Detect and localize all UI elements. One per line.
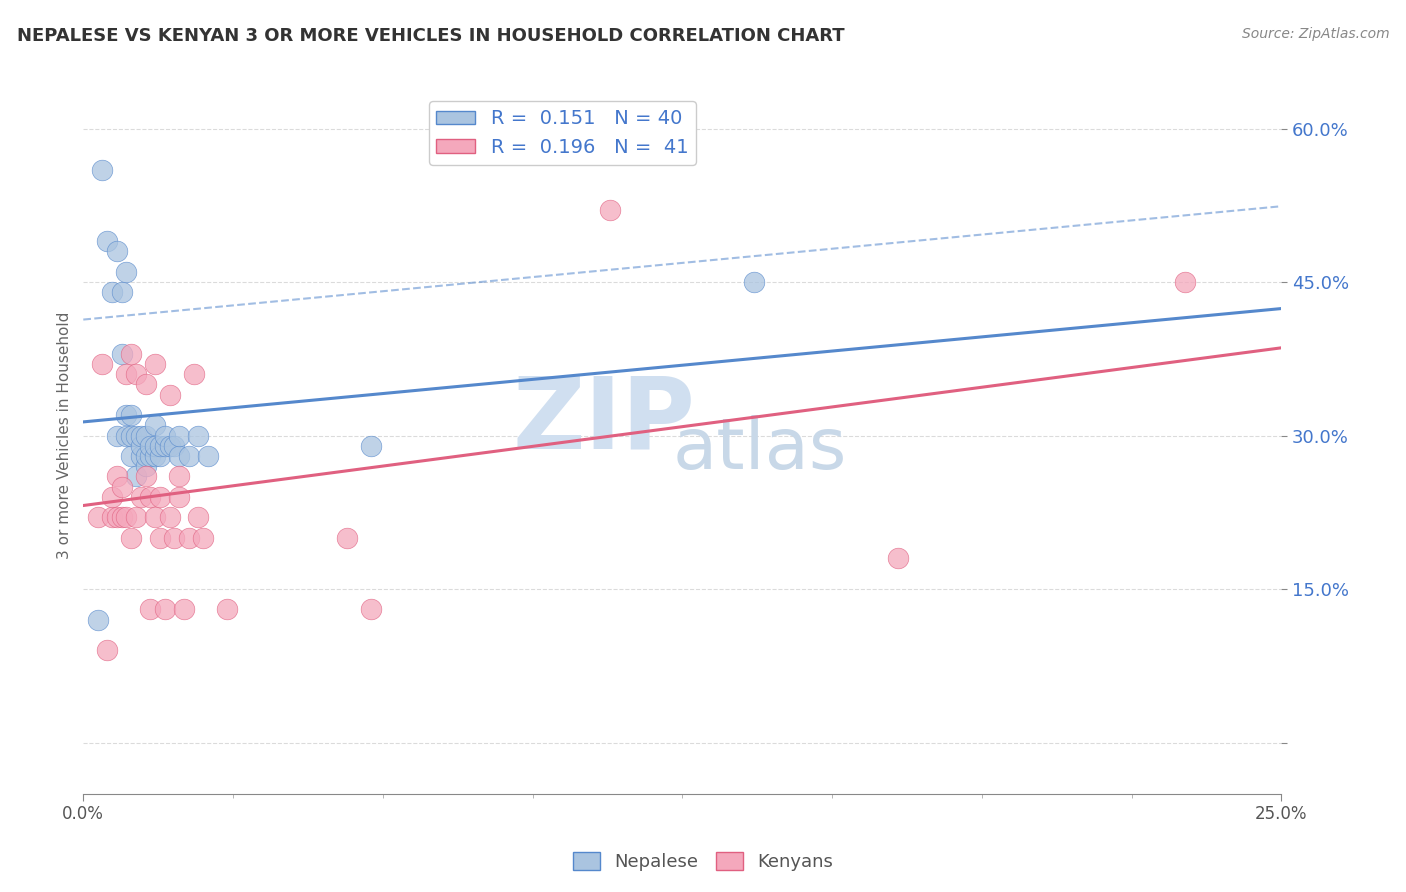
Point — [742, 275, 765, 289]
Point — [163, 531, 186, 545]
Point — [135, 449, 157, 463]
Point — [149, 449, 172, 463]
Point — [111, 480, 134, 494]
Point — [215, 602, 238, 616]
Point — [120, 428, 142, 442]
Point — [125, 367, 148, 381]
Point — [187, 510, 209, 524]
Point — [143, 439, 166, 453]
Point — [135, 377, 157, 392]
Point — [129, 439, 152, 453]
Text: Source: ZipAtlas.com: Source: ZipAtlas.com — [1241, 27, 1389, 41]
Text: ZIP: ZIP — [513, 373, 696, 470]
Point — [115, 265, 138, 279]
Point — [120, 408, 142, 422]
Text: atlas: atlas — [673, 416, 848, 484]
Point — [183, 367, 205, 381]
Point — [139, 449, 162, 463]
Point — [167, 490, 190, 504]
Point — [96, 643, 118, 657]
Point — [159, 510, 181, 524]
Point — [191, 531, 214, 545]
Point — [101, 285, 124, 300]
Point — [111, 347, 134, 361]
Point — [177, 449, 200, 463]
Point — [143, 449, 166, 463]
Point — [153, 602, 176, 616]
Legend: Nepalese, Kenyans: Nepalese, Kenyans — [565, 845, 841, 879]
Point — [105, 244, 128, 259]
Point — [360, 439, 382, 453]
Point — [360, 602, 382, 616]
Point — [120, 449, 142, 463]
Point — [129, 449, 152, 463]
Point — [149, 531, 172, 545]
Point — [86, 510, 108, 524]
Point — [1174, 275, 1197, 289]
Point — [139, 439, 162, 453]
Point — [115, 408, 138, 422]
Point — [159, 387, 181, 401]
Point — [111, 285, 134, 300]
Point — [129, 428, 152, 442]
Point — [153, 428, 176, 442]
Point — [101, 490, 124, 504]
Point — [173, 602, 195, 616]
Point — [101, 510, 124, 524]
Point — [120, 347, 142, 361]
Point — [96, 234, 118, 248]
Point — [135, 469, 157, 483]
Point — [115, 428, 138, 442]
Point — [139, 602, 162, 616]
Point — [135, 459, 157, 474]
Point — [599, 203, 621, 218]
Point — [105, 469, 128, 483]
Text: NEPALESE VS KENYAN 3 OR MORE VEHICLES IN HOUSEHOLD CORRELATION CHART: NEPALESE VS KENYAN 3 OR MORE VEHICLES IN… — [17, 27, 845, 45]
Point — [336, 531, 359, 545]
Point — [125, 469, 148, 483]
Point — [91, 162, 114, 177]
Point — [167, 428, 190, 442]
Point — [115, 510, 138, 524]
Point — [125, 428, 148, 442]
Point — [143, 418, 166, 433]
Legend: R =  0.151   N = 40, R =  0.196   N =  41: R = 0.151 N = 40, R = 0.196 N = 41 — [429, 102, 696, 165]
Point — [149, 439, 172, 453]
Point — [91, 357, 114, 371]
Point — [153, 439, 176, 453]
Point — [143, 510, 166, 524]
Point — [167, 449, 190, 463]
Point — [177, 531, 200, 545]
Point — [197, 449, 219, 463]
Point — [887, 551, 910, 566]
Point — [129, 490, 152, 504]
Point — [115, 367, 138, 381]
Point — [86, 613, 108, 627]
Point — [163, 439, 186, 453]
Point — [159, 439, 181, 453]
Point — [143, 357, 166, 371]
Point — [105, 428, 128, 442]
Point — [135, 428, 157, 442]
Point — [105, 510, 128, 524]
Point — [167, 469, 190, 483]
Point — [120, 531, 142, 545]
Point — [149, 490, 172, 504]
Point — [111, 510, 134, 524]
Point — [139, 490, 162, 504]
Point — [125, 510, 148, 524]
Point — [187, 428, 209, 442]
Y-axis label: 3 or more Vehicles in Household: 3 or more Vehicles in Household — [58, 312, 72, 559]
